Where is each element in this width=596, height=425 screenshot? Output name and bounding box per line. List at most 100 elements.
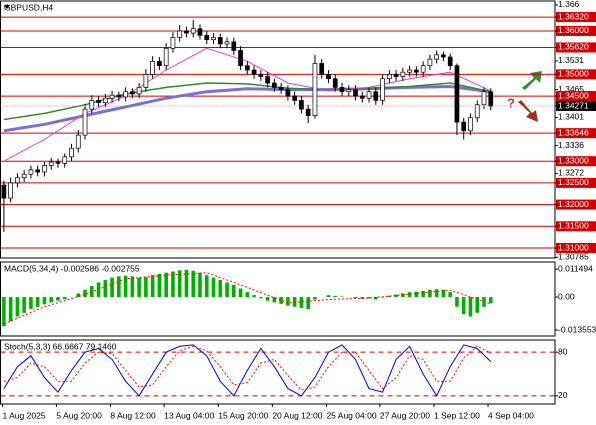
candle-body [224, 41, 230, 45]
y-tick-label: 1.3465 [558, 84, 584, 94]
candle-body [488, 91, 494, 107]
candle-body [157, 60, 162, 67]
x-tick-label: 13 Aug 04:00 [164, 410, 214, 420]
macd-bar [306, 297, 310, 310]
level-label: 1.36000 [558, 25, 589, 35]
macd-bar [414, 291, 419, 298]
panel-title: MACD(5,34,4) -0.002586 -0.002755 [4, 263, 140, 273]
candle-body [386, 74, 392, 80]
macd-bar [8, 297, 13, 322]
macd-bar [428, 289, 432, 298]
macd-bar [313, 297, 317, 300]
y-tick-label: 20 [558, 390, 568, 400]
candle-body [82, 108, 88, 136]
candle-body [292, 95, 298, 101]
level-label-box [556, 25, 596, 36]
candle-body [346, 89, 352, 93]
candle-body [441, 54, 446, 58]
candle-body [42, 165, 47, 173]
level-label: 1.31500 [558, 221, 589, 231]
down-arrow [518, 100, 538, 122]
candle-body [28, 169, 34, 175]
macd-bar [110, 277, 114, 298]
candle-body [190, 28, 196, 34]
candle-body [326, 74, 331, 80]
candle-body [48, 161, 54, 166]
y-tick-label: 0.00 [558, 291, 575, 301]
macd-bar [286, 297, 290, 306]
x-tick-label: 1 Aug 2025 [3, 410, 46, 420]
y-tick-label: 1.3531 [558, 55, 584, 65]
macd-bar [49, 297, 54, 303]
macd-bar [448, 292, 452, 298]
candle-body [75, 134, 81, 149]
macd-bar [461, 297, 466, 315]
candle-body [130, 91, 135, 95]
macd-bar [488, 297, 493, 304]
macd-bar [333, 295, 338, 298]
macd-bar [292, 297, 297, 307]
macd-bar [421, 290, 425, 298]
macd-bar [130, 276, 135, 298]
macd-bar [238, 288, 243, 298]
y-tick-label: 0.011494 [558, 263, 593, 273]
signal-line [3, 272, 491, 325]
candle-body [143, 74, 149, 88]
level-label: 1.35000 [558, 69, 589, 79]
panel-frame [0, 339, 556, 405]
macd-bar [157, 273, 162, 298]
panel-title: Stoch(5,3,3) 66.6667 79.1460 [4, 341, 117, 351]
last-price-label: 1.34271 [558, 100, 589, 110]
candle-body [454, 65, 460, 123]
level-label: 1.32500 [558, 177, 589, 187]
level-label-box [556, 177, 596, 188]
candle-body [258, 74, 264, 77]
macd-bar [2, 297, 6, 327]
x-tick-label: 20 Aug 12:00 [272, 410, 322, 420]
candle-body [305, 108, 311, 116]
candle-body [312, 63, 318, 116]
candle-body [468, 117, 473, 132]
macd-bar [15, 297, 20, 317]
candle-body [414, 69, 419, 73]
macd-bar [137, 277, 141, 298]
macd-bar [76, 293, 81, 298]
candle-body [231, 41, 237, 51]
y-tick-label: 1.30785 [558, 252, 589, 262]
macd-bar [407, 292, 412, 298]
candle-body [21, 173, 27, 179]
macd-bar [468, 297, 473, 317]
macd-bar [83, 289, 87, 298]
symbol-icon [4, 5, 10, 9]
macd-bar [117, 276, 121, 298]
macd-bar [326, 295, 331, 298]
macd-bar [252, 295, 256, 298]
candle-body [461, 121, 467, 132]
macd-bar [177, 270, 182, 298]
level-label-box [556, 42, 596, 53]
macd-bar [441, 289, 446, 298]
x-tick-label: 25 Aug 04:00 [326, 410, 376, 420]
macd-bar [204, 275, 209, 298]
panel-frame [0, 0, 556, 259]
candle-body [359, 95, 365, 99]
y-tick-label: 1.3272 [558, 168, 584, 178]
panel-frame [0, 261, 556, 337]
level-label-box [556, 91, 596, 102]
level-label-box [556, 69, 596, 80]
y-tick-label: 80 [558, 346, 568, 356]
candle-body [150, 60, 155, 75]
macd-bar [22, 297, 26, 313]
macd-bar [299, 297, 304, 309]
candle-body [400, 71, 406, 77]
macd-bar [191, 270, 196, 298]
macd-bar [455, 297, 459, 307]
candle-body [434, 54, 440, 60]
macd-bar [367, 297, 371, 299]
candle-body [272, 82, 277, 88]
level-label: 1.31000 [558, 242, 589, 252]
candle-body [447, 56, 453, 67]
candle-body [123, 91, 128, 98]
stoch-line [3, 345, 492, 391]
